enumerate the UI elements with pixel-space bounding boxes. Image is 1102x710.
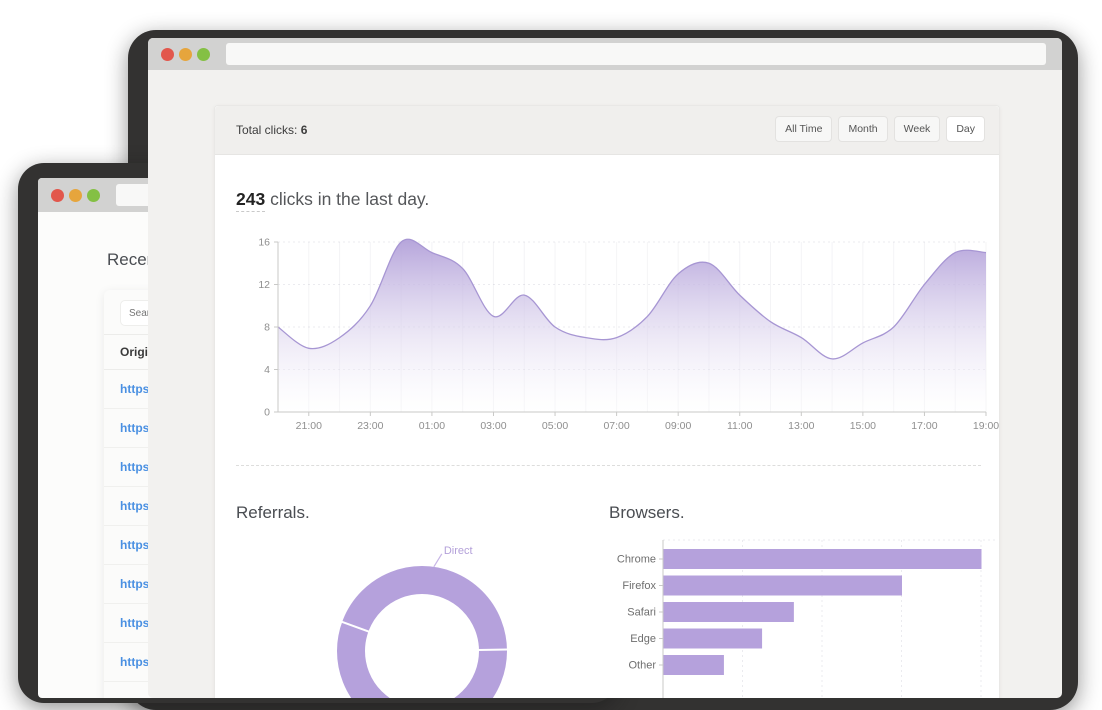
- svg-text:03:00: 03:00: [480, 420, 506, 432]
- clicks-headline: 243 clicks in the last day.: [236, 189, 430, 212]
- svg-text:23:00: 23:00: [357, 420, 383, 432]
- total-clicks: Total clicks: 6: [236, 123, 307, 137]
- svg-text:Edge: Edge: [630, 633, 656, 645]
- svg-text:Firefox: Firefox: [622, 580, 656, 592]
- svg-text:19:00: 19:00: [973, 420, 999, 432]
- svg-text:17:00: 17:00: [911, 420, 937, 432]
- range-button-month[interactable]: Month: [838, 116, 888, 142]
- svg-text:Direct: Direct: [444, 545, 473, 557]
- range-button-week[interactable]: Week: [893, 116, 941, 142]
- svg-text:12: 12: [258, 279, 270, 291]
- svg-text:11:00: 11:00: [727, 420, 753, 432]
- svg-text:0: 0: [264, 407, 270, 419]
- analytics-card: Total clicks: 6 All Time Month Week Day 243…: [214, 105, 1000, 698]
- svg-text:05:00: 05:00: [542, 420, 568, 432]
- referrals-title: Referrals.: [236, 503, 310, 522]
- svg-text:07:00: 07:00: [603, 420, 629, 432]
- traffic-light-dot[interactable]: [161, 47, 174, 61]
- clicks-headline-text: clicks in the last day.: [265, 189, 430, 209]
- svg-text:Safari: Safari: [627, 607, 656, 619]
- recent-links-heading: Recent: [107, 250, 161, 269]
- analytics-card-header: Total clicks: 6 All Time Month Week Day: [215, 106, 999, 155]
- svg-text:16: 16: [258, 237, 270, 249]
- svg-text:09:00: 09:00: [665, 420, 691, 432]
- svg-text:8: 8: [264, 322, 270, 334]
- range-button-day[interactable]: Day: [946, 116, 985, 142]
- foreground-titlebar: [148, 38, 1062, 70]
- browsers-title: Browsers.: [609, 503, 685, 522]
- clicks-area-chart: 0 4 8 12 16 21:00 23:00 01:00 03:00 05:00 07:00 09:…: [215, 232, 1001, 444]
- address-bar[interactable]: [226, 43, 1046, 65]
- traffic-lights: [161, 47, 210, 61]
- traffic-light-dot[interactable]: [179, 47, 192, 61]
- total-clicks-label: Total clicks:: [236, 123, 298, 137]
- range-button-all-time[interactable]: All Time: [775, 116, 833, 142]
- traffic-lights: [51, 188, 100, 202]
- browsers-bar-chart: Chrome Firefox Safari Edge Other: [595, 537, 1001, 698]
- svg-text:13:00: 13:00: [788, 420, 814, 432]
- traffic-light-dot[interactable]: [51, 188, 64, 202]
- svg-text:Chrome: Chrome: [617, 554, 656, 566]
- time-range-group: All Time Month Week Day: [775, 116, 985, 142]
- svg-text:Other: Other: [628, 660, 656, 672]
- svg-text:15:00: 15:00: [850, 420, 876, 432]
- traffic-light-dot[interactable]: [87, 188, 100, 202]
- section-divider: [236, 465, 981, 466]
- referrals-donut-chart: Direct: [215, 537, 605, 698]
- traffic-light-dot[interactable]: [197, 47, 210, 61]
- svg-text:4: 4: [264, 364, 270, 376]
- traffic-light-dot[interactable]: [69, 188, 82, 202]
- clicks-count: 243: [236, 189, 266, 212]
- svg-text:01:00: 01:00: [419, 420, 445, 432]
- foreground-window: Total clicks: 6 All Time Month Week Day 243…: [148, 38, 1062, 698]
- total-clicks-value: 6: [300, 123, 308, 137]
- svg-text:21:00: 21:00: [296, 420, 322, 432]
